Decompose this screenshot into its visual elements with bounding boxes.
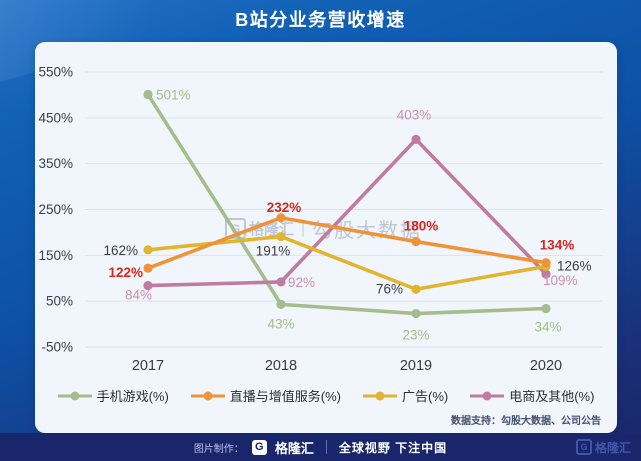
y-tick-label: 350% bbox=[38, 156, 73, 171]
data-point bbox=[541, 303, 551, 314]
gelonghui-logo-icon: G bbox=[251, 439, 267, 455]
legend-marker-icon bbox=[57, 391, 92, 400]
x-tick-label: 2019 bbox=[400, 358, 432, 374]
x-tick-label: 2017 bbox=[132, 358, 164, 374]
data-label: 109% bbox=[543, 273, 578, 288]
watermark-divider: | bbox=[301, 219, 306, 237]
footer-divider bbox=[325, 440, 327, 454]
data-point bbox=[143, 263, 153, 273]
data-label: 191% bbox=[256, 244, 291, 259]
chart-card: G 格隆汇 | 勾股大数据 550% 450% 350% 250% 150% 50% -50… bbox=[35, 42, 617, 433]
gelonghui-logo-icon: G bbox=[225, 218, 246, 239]
data-point bbox=[143, 280, 153, 291]
data-source-note: 数据支持：勾股大数据、公司公告 bbox=[451, 416, 601, 427]
page-title: B站分业务营收增速 bbox=[235, 10, 406, 30]
legend-item: 手机游戏(%) bbox=[57, 386, 169, 405]
legend-item: 广告(%) bbox=[363, 386, 448, 405]
legend-marker-icon bbox=[470, 391, 505, 400]
data-point bbox=[276, 299, 286, 309]
legend-item: 电商及其他(%) bbox=[470, 386, 594, 405]
y-tick-label: -50% bbox=[41, 340, 73, 355]
data-point bbox=[411, 284, 421, 294]
data-label: 162% bbox=[103, 243, 138, 258]
legend-marker-icon bbox=[363, 391, 397, 400]
data-label: 134% bbox=[540, 238, 575, 253]
y-tick-label: 450% bbox=[38, 110, 73, 125]
legend-label: 电商及其他(%) bbox=[509, 389, 595, 404]
data-label: 76% bbox=[376, 281, 403, 296]
data-label: 84% bbox=[125, 288, 152, 303]
data-point bbox=[143, 89, 153, 100]
data-label: 34% bbox=[534, 320, 561, 335]
data-label: 232% bbox=[267, 200, 302, 215]
footer-bar: 图片制作： G 格隆汇 全球视野 下注中国 G 格隆汇 bbox=[0, 433, 641, 461]
legend-label: 广告(%) bbox=[402, 389, 449, 404]
data-label: 43% bbox=[267, 316, 294, 331]
footer-right-logo: G 格隆汇 bbox=[575, 433, 631, 461]
data-label: 180% bbox=[404, 219, 439, 234]
chart-svg: 550% 450% 350% 250% 150% 50% -50% 2017 2018 2019 2… bbox=[38, 65, 603, 374]
y-tick-label: 150% bbox=[38, 248, 73, 263]
legend-item: 直播与增值服务(%) bbox=[190, 386, 341, 405]
y-tick-label: 50% bbox=[46, 294, 73, 309]
data-label: 403% bbox=[397, 107, 432, 122]
data-label: 23% bbox=[402, 328, 429, 343]
gelonghui-logo-icon: G bbox=[575, 439, 592, 455]
data-label: 92% bbox=[288, 275, 315, 290]
x-tick-label: 2020 bbox=[530, 358, 562, 374]
footer-right-brand: 格隆汇 bbox=[594, 440, 631, 455]
data-label: 501% bbox=[156, 87, 191, 102]
data-point bbox=[541, 258, 551, 268]
series-line bbox=[146, 92, 548, 316]
chart-legend: 手机游戏(%) 直播与增值服务(%) 广告(%) 电商及其他(%) bbox=[35, 386, 617, 405]
legend-marker-icon bbox=[190, 391, 225, 400]
x-tick-label: 2018 bbox=[265, 358, 297, 374]
data-point bbox=[411, 134, 421, 144]
data-point bbox=[276, 213, 286, 223]
data-point bbox=[276, 277, 286, 287]
data-label: 126% bbox=[557, 258, 592, 273]
series-line bbox=[146, 137, 548, 288]
data-point bbox=[411, 236, 421, 247]
data-label: 122% bbox=[108, 265, 143, 280]
y-tick-label: 550% bbox=[38, 65, 73, 80]
footer-brand: 格隆汇 bbox=[274, 440, 314, 456]
series-line bbox=[146, 215, 548, 270]
data-point bbox=[411, 308, 421, 319]
made-by-label: 图片制作： bbox=[193, 443, 244, 455]
footer-slogan: 全球视野 下注中国 bbox=[338, 440, 448, 455]
data-point bbox=[143, 245, 153, 255]
legend-label: 手机游戏(%) bbox=[96, 389, 169, 404]
data-point bbox=[276, 231, 286, 242]
data-point bbox=[541, 269, 551, 279]
legend-label: 直播与增值服务(%) bbox=[229, 389, 341, 404]
y-tick-label: 250% bbox=[38, 202, 73, 217]
